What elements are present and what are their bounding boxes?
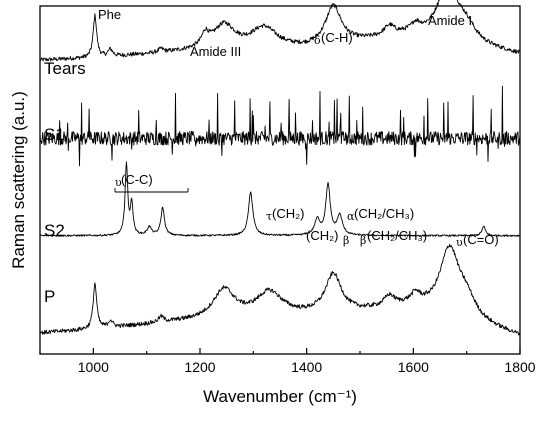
x-axis-title: Wavenumber (cm⁻¹) [203,387,357,406]
annotation-nu-cc: (C-C) [121,172,153,187]
trace-label-s1: S1 [44,125,65,144]
trace-label-s2: S2 [44,221,65,240]
plot-area-border [39,5,521,355]
annotation-beta-symbol-1: β [343,234,349,247]
spectrum-p [39,243,521,336]
annotation-amide-iii: Amide III [190,44,241,59]
spectra-traces [39,0,521,336]
x-tick-label: 1200 [184,359,215,375]
annotation-delta-ch: (C-H) [321,30,353,45]
annotation-ch2-beta: (CH₂) [306,228,338,243]
spectrum-s2 [39,161,521,237]
x-axis-ticks: 1000 1200 1400 1600 1800 [39,348,536,375]
annotation-nu-co: (C=O) [463,232,499,247]
annotation-alpha-symbol: α [347,210,355,223]
trace-label-tears: Tears [44,59,86,78]
annotation-delta-symbol: δ [314,34,321,47]
annotation-cc-bracket [114,188,189,193]
spectrum-s1 [39,85,521,167]
annotation-alpha-ch: (CH₂/CH₃) [354,206,414,221]
x-tick-label: 1800 [504,359,535,375]
x-tick-label: 1000 [78,359,109,375]
x-tick-label: 1400 [291,359,322,375]
annotation-phe: Phe [98,7,121,22]
plot-frame [39,5,521,355]
y-axis-title: Raman scattering (a.u.) [9,91,28,269]
annotation-tau-ch2: (CH₂) [272,206,304,221]
annotation-beta-ch: (CH₂/CH₃) [367,228,427,243]
annotation-nu-co-symbol: υ [456,236,463,249]
x-tick-label: 1600 [398,359,429,375]
annotation-tau-symbol: τ [266,210,272,223]
annotation-beta-symbol-2: β [360,234,366,247]
annotation-amide-i: Amide I [428,13,472,28]
annotation-nu-cc-symbol: υ [115,176,122,189]
trace-label-p: P [44,287,55,306]
spectrum-tears [39,0,521,62]
